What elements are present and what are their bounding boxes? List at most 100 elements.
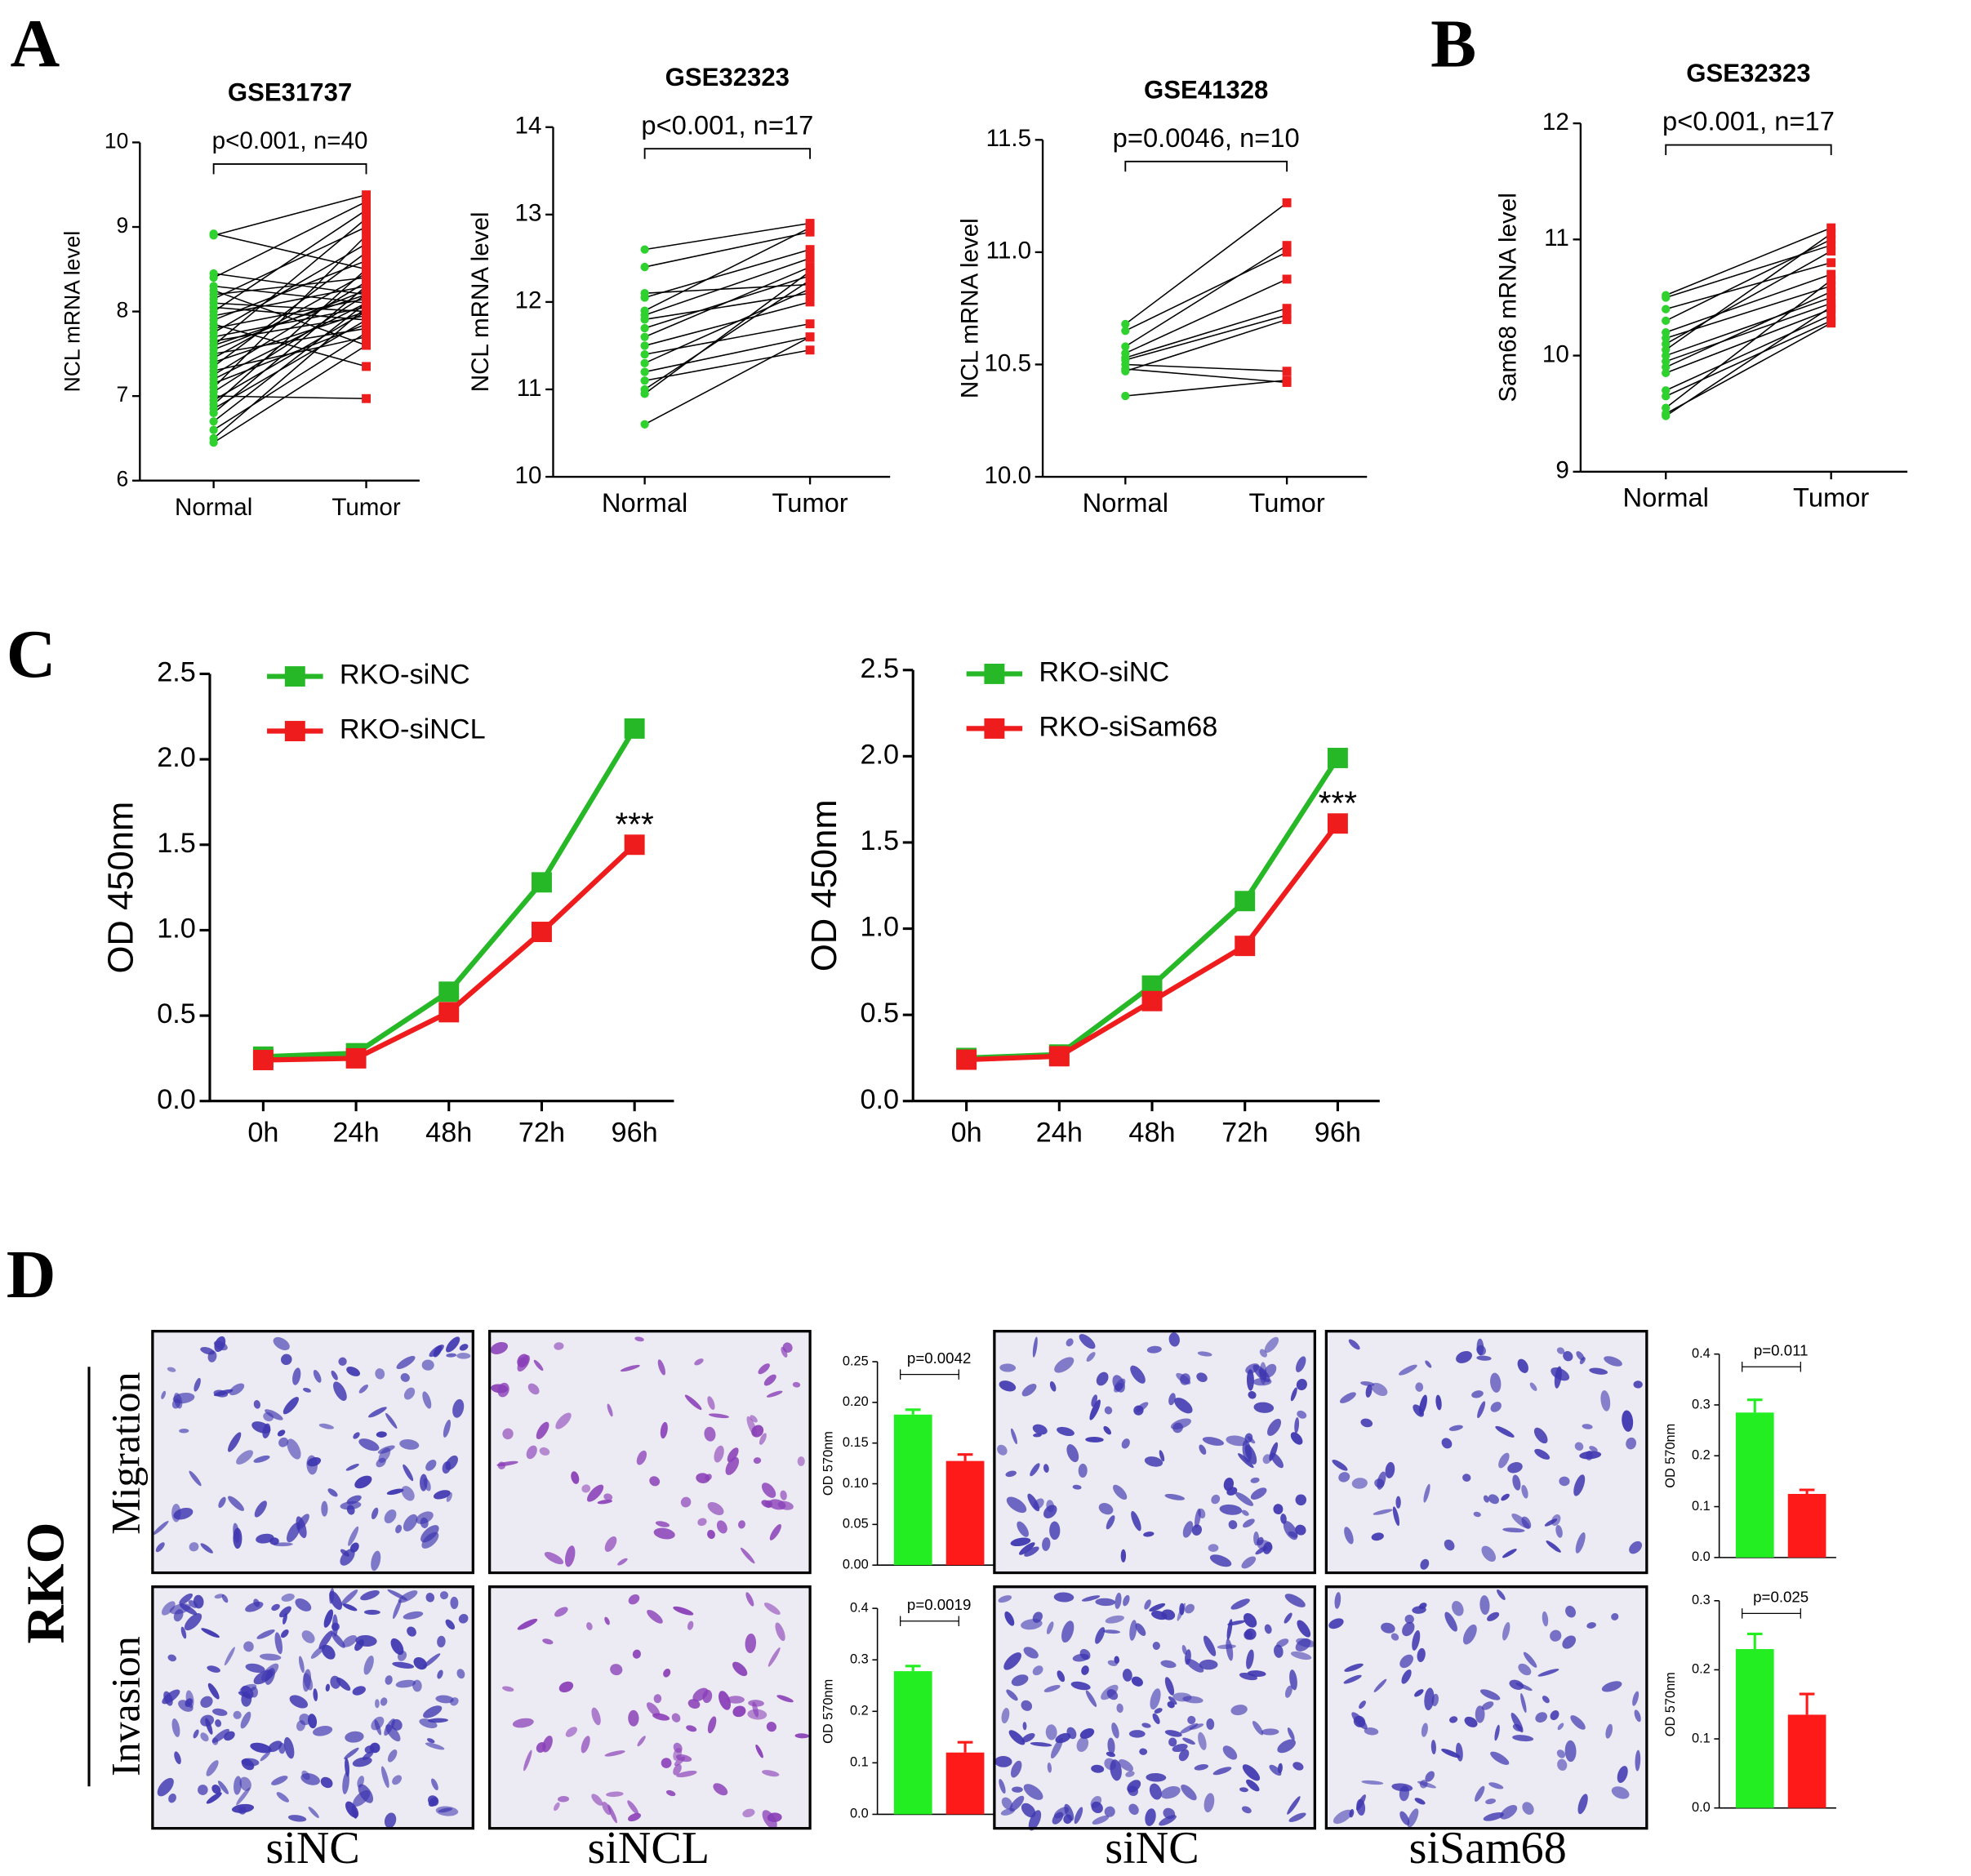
cell [342, 1772, 349, 1794]
cell [194, 1377, 201, 1392]
cell [1421, 1723, 1428, 1737]
cell [1243, 1518, 1255, 1528]
cell [1104, 1806, 1115, 1817]
cell [554, 1607, 568, 1617]
cell [1257, 1536, 1264, 1546]
cell [1490, 1372, 1502, 1393]
cell [1479, 1689, 1501, 1700]
y-tick-label: 1.5 [860, 825, 899, 856]
y-tick-label: 13 [515, 200, 542, 227]
cell [157, 1777, 174, 1797]
cell [363, 1656, 374, 1675]
cell [1512, 1474, 1521, 1491]
normal-point [209, 273, 218, 282]
cell [1633, 1380, 1643, 1389]
cell [344, 1747, 359, 1760]
normal-point [209, 231, 218, 240]
cell [1129, 1620, 1137, 1641]
x-tick-label: Normal [602, 487, 687, 518]
cell [1554, 1366, 1562, 1389]
pair-line [1665, 322, 1832, 415]
pair-line [644, 270, 811, 394]
cell [1143, 1531, 1155, 1537]
tumor-point [1282, 376, 1292, 385]
cell [1270, 1452, 1284, 1469]
cell [1556, 1749, 1566, 1758]
column-label: siNC [1105, 1823, 1199, 1874]
cell [636, 1450, 647, 1465]
cell [351, 1806, 358, 1819]
normal-point [1121, 327, 1130, 336]
cell [438, 1807, 453, 1813]
cell [1371, 1532, 1384, 1541]
tumor-point [1826, 281, 1836, 291]
y-tick-label: 9 [1555, 457, 1568, 484]
cell [153, 1520, 169, 1536]
cell [1154, 1708, 1163, 1714]
marker [532, 922, 552, 942]
cell [1517, 1358, 1528, 1373]
cell [320, 1776, 333, 1789]
tumor-point [362, 214, 371, 224]
cell [1079, 1334, 1096, 1349]
cell [1297, 1620, 1311, 1638]
cell [1144, 1456, 1163, 1467]
cell [1452, 1601, 1464, 1616]
tumor-point [1826, 292, 1836, 302]
pair-line [213, 298, 367, 330]
cell [1239, 1787, 1248, 1793]
cell [767, 1647, 781, 1667]
row-label: Migration [103, 1371, 148, 1534]
cell [1226, 1435, 1248, 1447]
cell [1180, 1373, 1190, 1385]
cell [1063, 1814, 1073, 1825]
cell [564, 1545, 576, 1567]
cell [1217, 1644, 1236, 1649]
marker [438, 1002, 460, 1023]
x-tick-label: 0h [247, 1117, 278, 1148]
cell [1150, 1688, 1161, 1710]
pair-line [213, 285, 367, 414]
cell [1079, 1728, 1095, 1739]
cell [1181, 1644, 1187, 1655]
cell [716, 1520, 727, 1534]
pair-line [1665, 244, 1831, 299]
x-tick-label: 24h [332, 1117, 379, 1148]
cell [1365, 1384, 1373, 1398]
cell [603, 1493, 613, 1501]
cell [1296, 1638, 1315, 1647]
cell [1449, 1716, 1458, 1723]
cell [1589, 1367, 1608, 1375]
cell [1208, 1544, 1219, 1553]
cell [1512, 1723, 1523, 1732]
pair-line [1665, 233, 1832, 351]
cell [1212, 1767, 1232, 1776]
cell [1159, 1450, 1165, 1462]
cell [161, 1601, 176, 1616]
tumor-point [362, 290, 371, 300]
cell [1586, 1622, 1596, 1629]
cell [422, 1391, 432, 1409]
cell [396, 1355, 416, 1370]
cell [637, 1736, 646, 1747]
cell [1557, 1758, 1568, 1772]
cell [707, 1529, 715, 1540]
cell [673, 1606, 694, 1616]
y-tick-label: 0.0 [860, 1084, 899, 1115]
y-tick-label: 0.1 [1692, 1731, 1711, 1745]
cell [1417, 1647, 1426, 1662]
cell [189, 1470, 202, 1487]
cell [173, 1508, 194, 1520]
cell [1003, 1652, 1021, 1670]
pair-line [213, 302, 367, 380]
cell [368, 1407, 387, 1418]
cell-line-label: RKO [16, 1523, 75, 1644]
row-label: Invasion [103, 1636, 148, 1776]
cell [1168, 1696, 1177, 1705]
cell [1292, 1762, 1304, 1771]
micrograph [488, 1585, 812, 1830]
cell [1043, 1684, 1061, 1692]
cell [323, 1609, 334, 1628]
cell [634, 1336, 644, 1342]
cell [1529, 1382, 1537, 1391]
